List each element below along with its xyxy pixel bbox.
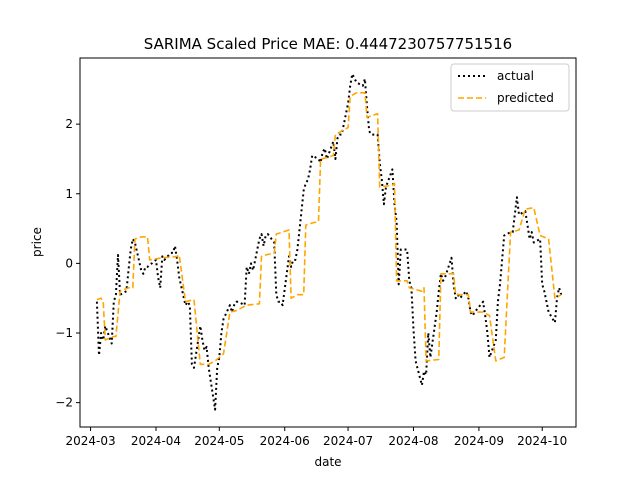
y-tick-label: 0 [65, 256, 73, 270]
legend-box [450, 63, 570, 112]
x-tick-label: 2024-10 [517, 434, 567, 448]
x-axis-ticks: 2024-03 2024-04 2024-05 2024-06 2024-07 2024-… [65, 427, 567, 448]
x-tick-label: 2024-06 [260, 434, 310, 448]
y-tick-label: 1 [65, 187, 73, 201]
series-line-predicted [96, 92, 562, 366]
legend-label-actual: actual [497, 69, 534, 83]
x-tick-label: 2024-08 [388, 434, 438, 448]
y-tick-label: 2 [65, 117, 73, 131]
y-axis-ticks: −2 −1 0 1 2 [55, 117, 80, 410]
legend: actual predicted [450, 63, 570, 112]
y-tick-label: −1 [55, 326, 73, 340]
chart-title: SARIMA Scaled Price MAE: 0.4447230757751… [144, 35, 512, 53]
plot-frame [79, 57, 577, 428]
y-tick-label: −2 [55, 396, 73, 410]
series-layer [95, 73, 563, 411]
x-tick-label: 2024-05 [194, 434, 244, 448]
legend-label-predicted: predicted [497, 91, 554, 105]
x-axis-label: date [314, 455, 341, 469]
x-tick-label: 2024-03 [65, 434, 115, 448]
x-tick-label: 2024-07 [323, 434, 373, 448]
x-tick-label: 2024-04 [131, 434, 181, 448]
x-tick-label: 2024-09 [454, 434, 504, 448]
y-axis-label: price [30, 227, 44, 257]
series-line-actual [95, 73, 563, 411]
